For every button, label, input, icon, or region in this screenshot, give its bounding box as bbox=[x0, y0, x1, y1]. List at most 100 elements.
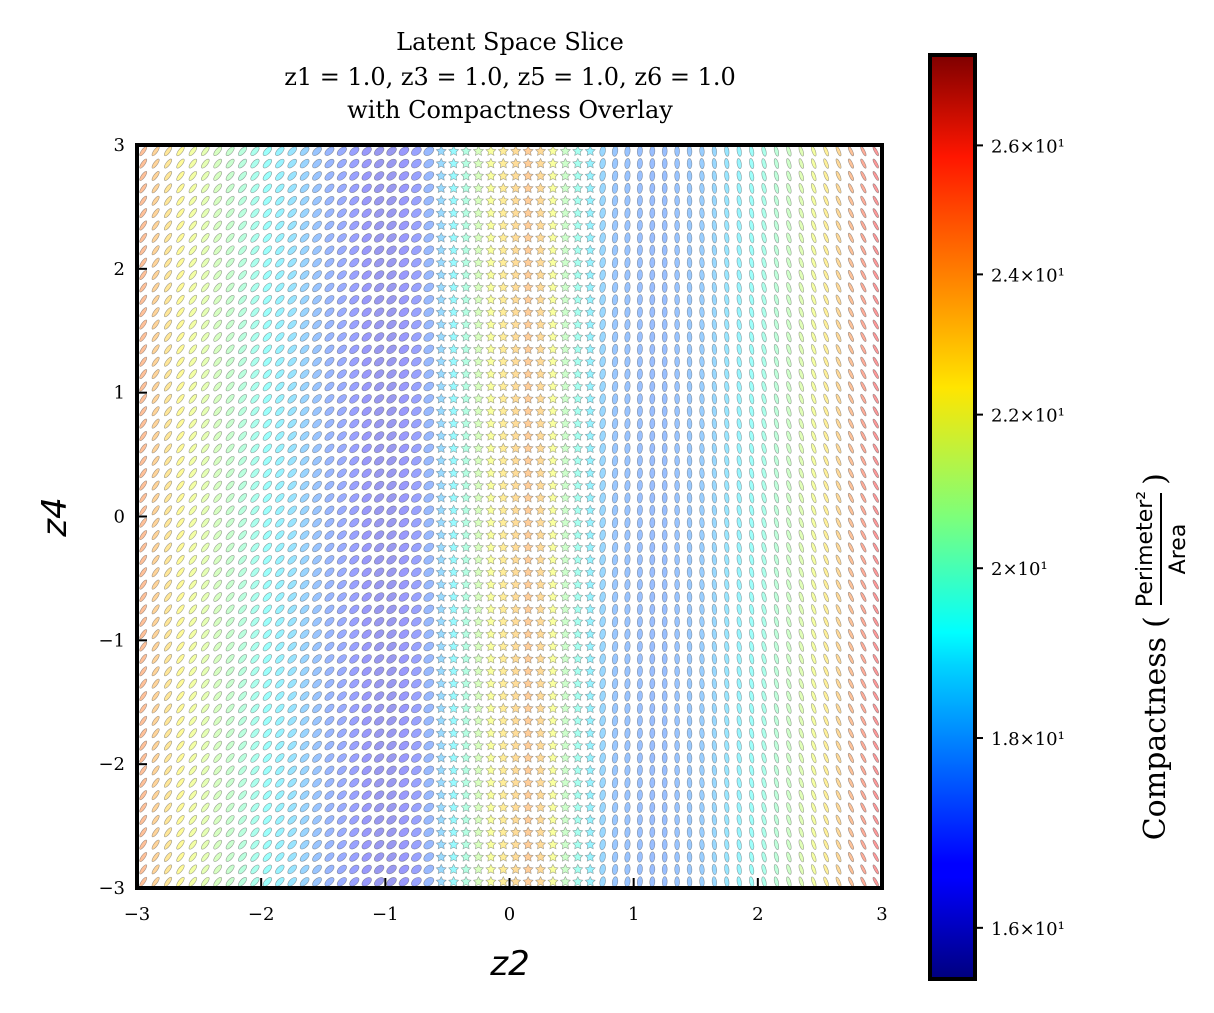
latent-shape-marker bbox=[572, 157, 584, 169]
latent-shape-marker bbox=[238, 827, 248, 838]
latent-shape-marker bbox=[599, 220, 606, 231]
latent-shape-marker bbox=[361, 394, 372, 404]
latent-shape-marker bbox=[711, 616, 717, 628]
latent-shape-marker bbox=[411, 208, 422, 218]
latent-shape-marker bbox=[810, 480, 817, 491]
latent-shape-marker bbox=[201, 468, 210, 479]
latent-shape-marker bbox=[559, 591, 571, 602]
latent-shape-marker bbox=[547, 690, 559, 701]
latent-shape-marker bbox=[872, 158, 879, 169]
latent-shape-marker bbox=[164, 691, 173, 701]
latent-shape-marker bbox=[773, 232, 780, 244]
latent-shape-marker bbox=[176, 604, 185, 615]
latent-shape-marker bbox=[164, 344, 173, 355]
latent-shape-marker bbox=[661, 418, 668, 430]
latent-shape-marker bbox=[201, 493, 210, 503]
latent-shape-marker bbox=[773, 678, 780, 690]
latent-shape-marker bbox=[611, 628, 619, 640]
latent-shape-marker bbox=[786, 628, 792, 640]
latent-shape-marker bbox=[485, 145, 497, 156]
latent-shape-marker bbox=[599, 628, 606, 640]
latent-shape-marker bbox=[510, 566, 522, 577]
latent-shape-marker bbox=[361, 604, 372, 615]
latent-shape-marker bbox=[547, 851, 559, 862]
latent-shape-marker bbox=[510, 504, 522, 516]
latent-shape-marker bbox=[349, 406, 360, 416]
latent-shape-marker bbox=[872, 344, 879, 355]
latent-shape-marker bbox=[287, 666, 297, 677]
latent-shape-marker bbox=[584, 789, 596, 800]
latent-shape-marker bbox=[736, 566, 742, 578]
latent-shape-marker bbox=[485, 851, 497, 862]
latent-shape-marker bbox=[749, 802, 755, 813]
latent-shape-marker bbox=[547, 417, 559, 429]
latent-shape-marker bbox=[250, 431, 260, 441]
latent-shape-marker bbox=[262, 555, 272, 565]
latent-shape-marker bbox=[423, 827, 435, 838]
latent-shape-marker bbox=[611, 232, 619, 244]
latent-shape-marker bbox=[435, 566, 447, 577]
latent-shape-marker bbox=[559, 479, 571, 491]
latent-shape-marker bbox=[773, 579, 780, 590]
latent-shape-marker bbox=[534, 714, 547, 726]
latent-shape-marker bbox=[176, 245, 185, 256]
latent-shape-marker bbox=[686, 789, 693, 801]
latent-shape-marker bbox=[736, 703, 742, 714]
latent-shape-marker bbox=[139, 480, 148, 491]
latent-shape-marker bbox=[761, 591, 767, 603]
latent-shape-marker bbox=[724, 702, 730, 714]
latent-shape-marker bbox=[423, 295, 435, 305]
latent-shape-marker bbox=[624, 616, 631, 628]
latent-shape-marker bbox=[448, 244, 460, 256]
latent-shape-marker bbox=[472, 492, 485, 503]
latent-shape-marker bbox=[510, 875, 522, 887]
latent-shape-marker bbox=[139, 517, 148, 528]
latent-shape-marker bbox=[510, 405, 522, 416]
latent-shape-marker bbox=[176, 220, 185, 231]
latent-shape-marker bbox=[534, 232, 547, 243]
latent-shape-marker bbox=[636, 653, 643, 665]
latent-shape-marker bbox=[275, 295, 285, 305]
latent-shape-marker bbox=[139, 653, 148, 664]
latent-shape-marker bbox=[225, 319, 235, 330]
latent-shape-marker bbox=[522, 343, 534, 355]
latent-shape-marker bbox=[213, 777, 223, 788]
latent-shape-marker bbox=[510, 244, 522, 256]
latent-shape-marker bbox=[275, 629, 285, 639]
latent-shape-marker bbox=[472, 306, 485, 317]
latent-shape-marker bbox=[299, 257, 310, 268]
latent-shape-marker bbox=[584, 306, 596, 317]
latent-shape-marker bbox=[611, 207, 619, 219]
latent-shape-marker bbox=[522, 752, 534, 763]
latent-shape-marker bbox=[423, 480, 435, 491]
latent-shape-marker bbox=[151, 678, 160, 689]
latent-shape-marker bbox=[373, 827, 385, 837]
latent-shape-marker bbox=[798, 802, 804, 813]
latent-shape-marker bbox=[823, 158, 829, 169]
latent-shape-marker bbox=[373, 369, 385, 379]
latent-shape-marker bbox=[611, 541, 619, 553]
latent-shape-marker bbox=[522, 702, 534, 714]
latent-shape-marker bbox=[312, 257, 322, 268]
latent-shape-marker bbox=[225, 282, 235, 293]
latent-shape-marker bbox=[386, 468, 397, 478]
latent-shape-marker bbox=[823, 232, 829, 244]
latent-shape-marker bbox=[312, 394, 322, 404]
latent-shape-marker bbox=[522, 194, 534, 206]
latent-shape-marker bbox=[572, 430, 584, 441]
latent-shape-marker bbox=[510, 355, 522, 367]
latent-shape-marker bbox=[262, 220, 272, 231]
latent-shape-marker bbox=[361, 369, 372, 379]
latent-shape-marker bbox=[636, 566, 643, 578]
latent-shape-marker bbox=[522, 504, 534, 516]
latent-shape-marker bbox=[225, 418, 235, 429]
latent-shape-marker bbox=[225, 443, 235, 454]
latent-shape-marker bbox=[835, 245, 842, 256]
latent-shape-marker bbox=[151, 245, 160, 256]
latent-shape-marker bbox=[636, 839, 643, 851]
latent-shape-marker bbox=[423, 802, 435, 813]
latent-shape-marker bbox=[810, 183, 817, 194]
latent-shape-marker bbox=[497, 752, 509, 763]
latent-shape-marker bbox=[522, 207, 534, 218]
latent-shape-marker bbox=[786, 282, 792, 293]
